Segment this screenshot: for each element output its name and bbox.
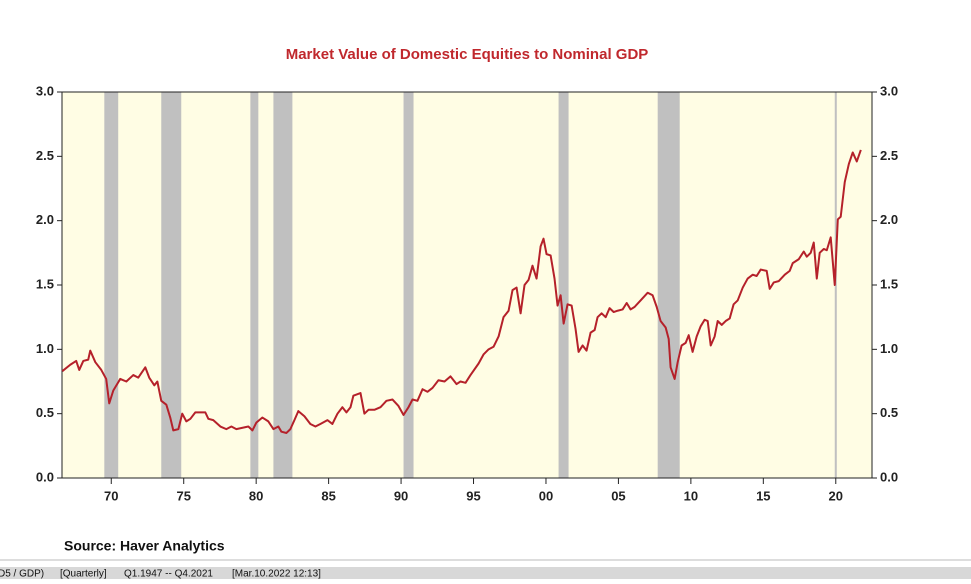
y-tick-label: 0.5 [36,405,54,420]
y-tick-label: 1.5 [36,276,54,291]
x-tick-label: 90 [394,488,408,503]
y2-tick-label: 2.5 [880,148,898,163]
y-tick-label: 2.0 [36,212,54,227]
y2-tick-label: 1.0 [880,341,898,356]
chart-title: Market Value of Domestic Equities to Nom… [286,46,649,63]
source: Source: Haver Analytics [64,538,225,554]
y-tick-label: 2.5 [36,148,54,163]
y-tick-label: 0.0 [36,469,54,484]
recession-band [834,92,837,478]
y-tick-label: 1.0 [36,341,54,356]
x-tick-label: 85 [321,488,335,503]
recession-band [558,92,569,478]
x-tick-label: 95 [466,488,480,503]
status-bar [0,567,971,579]
recession-band [161,92,182,478]
y-tick-label: 3.0 [36,83,54,98]
x-tick-label: 15 [756,488,770,503]
y2-tick-label: 0.5 [880,405,898,420]
x-tick-label: 00 [539,488,553,503]
status-text: D5 / GDP) [Quarterly] Q1.1947 -- Q4.2021 [M… [0,569,321,580]
x-tick-label: 20 [829,488,843,503]
x-tick-label: 05 [611,488,625,503]
status-item: [Mar.10.2022 12:13] [232,569,321,579]
y2-tick-label: 3.0 [880,83,898,98]
recession-band [403,92,414,478]
y2-tick-label: 0.0 [880,469,898,484]
x-tick-label: 70 [104,488,118,503]
x-tick-label: 75 [176,488,190,503]
recession-band [250,92,259,478]
status-item: Q1.1947 -- Q4.2021 [124,569,213,579]
y2-tick-label: 1.5 [880,276,898,291]
status-item: [Quarterly] [60,569,107,579]
recession-band [657,92,680,478]
x-tick-label: 10 [684,488,698,503]
plot-background [62,92,872,478]
recession-band [104,92,119,478]
x-tick-label: 80 [249,488,263,503]
data-line [61,149,862,434]
y2-tick-label: 2.0 [880,212,898,227]
status-item: D5 / GDP) [0,569,44,579]
recession-band [273,92,293,478]
